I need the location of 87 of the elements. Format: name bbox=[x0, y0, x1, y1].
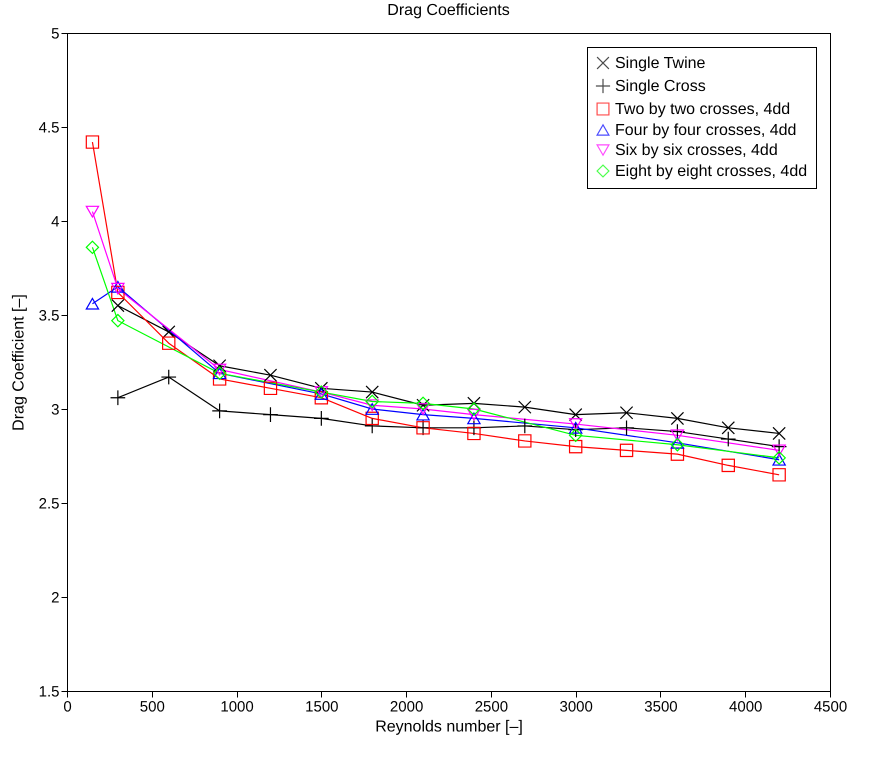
point bbox=[467, 402, 481, 416]
point bbox=[416, 403, 430, 415]
legend-label: Six by six crosses, 4dd bbox=[615, 142, 778, 159]
point bbox=[722, 421, 735, 435]
x-tick-label: 4500 bbox=[814, 698, 848, 716]
legend-label: Two by two crosses, 4dd bbox=[615, 101, 790, 118]
point bbox=[314, 390, 328, 404]
point bbox=[86, 206, 100, 218]
point bbox=[212, 402, 228, 419]
point bbox=[111, 298, 125, 312]
point bbox=[568, 422, 584, 438]
point bbox=[568, 428, 582, 442]
y-tick-label: 3 bbox=[51, 402, 60, 418]
point bbox=[365, 385, 379, 399]
point bbox=[365, 394, 379, 408]
point bbox=[670, 429, 684, 442]
point bbox=[466, 420, 482, 436]
y-tick-label: 4 bbox=[51, 214, 60, 230]
point bbox=[365, 399, 379, 412]
x-axis-title: Reynolds number [–] bbox=[375, 718, 523, 736]
y-tick-label: 4.5 bbox=[38, 120, 60, 136]
point bbox=[160, 369, 177, 385]
point bbox=[262, 406, 278, 423]
x-tick-label: 1000 bbox=[220, 698, 254, 716]
point bbox=[670, 438, 684, 452]
point bbox=[467, 412, 481, 424]
point bbox=[772, 454, 786, 466]
point bbox=[518, 434, 532, 448]
point bbox=[722, 458, 735, 472]
x-tick-label: 500 bbox=[140, 698, 165, 716]
x-tick-label: 4000 bbox=[729, 698, 762, 716]
point bbox=[162, 336, 176, 350]
point bbox=[620, 406, 634, 420]
point bbox=[467, 426, 481, 440]
point bbox=[771, 438, 788, 455]
x-tick-label: 0 bbox=[63, 698, 72, 716]
point bbox=[364, 418, 380, 434]
x-tick-label: 3500 bbox=[644, 698, 678, 716]
point bbox=[212, 364, 226, 376]
point bbox=[772, 468, 786, 482]
point bbox=[720, 431, 736, 448]
legend-label: Four by four crosses, 4dd bbox=[615, 122, 796, 139]
y-tick-label: 2 bbox=[51, 590, 60, 606]
point bbox=[313, 410, 330, 426]
point bbox=[86, 298, 100, 310]
x-tick-label: 2000 bbox=[390, 698, 424, 716]
point bbox=[568, 422, 582, 434]
legend-label: Single Cross bbox=[615, 78, 706, 95]
point bbox=[111, 314, 125, 328]
y-tick-label: 2.5 bbox=[38, 496, 60, 512]
x-tick-label: 3000 bbox=[559, 698, 593, 716]
point bbox=[467, 396, 481, 410]
x-tick-label: 1500 bbox=[305, 698, 339, 716]
point bbox=[568, 440, 582, 454]
point bbox=[212, 372, 226, 386]
point bbox=[568, 408, 582, 422]
point bbox=[618, 420, 634, 436]
legend-label: Eight by eight crosses, 4dd bbox=[615, 163, 808, 180]
y-axis-title: Drag Coefficient [–] bbox=[10, 294, 28, 431]
point bbox=[110, 390, 126, 406]
x-tick-label: 2500 bbox=[474, 698, 508, 716]
point bbox=[772, 426, 786, 440]
point bbox=[314, 382, 328, 396]
point bbox=[669, 424, 686, 440]
point bbox=[264, 368, 278, 382]
point bbox=[670, 436, 684, 449]
y-tick-label: 5 bbox=[51, 26, 60, 42]
point bbox=[670, 412, 684, 426]
point bbox=[416, 408, 430, 421]
y-tick-label: 1.5 bbox=[38, 684, 60, 700]
point bbox=[264, 382, 278, 396]
point bbox=[772, 444, 786, 456]
point bbox=[162, 325, 176, 339]
y-tick-label: 3.5 bbox=[38, 308, 60, 324]
point bbox=[365, 403, 379, 415]
point bbox=[620, 444, 634, 458]
point bbox=[365, 412, 379, 426]
point bbox=[86, 135, 100, 149]
point bbox=[467, 408, 481, 421]
point bbox=[516, 418, 533, 434]
point bbox=[86, 240, 100, 254]
chart-title: Drag Coefficients bbox=[387, 2, 510, 19]
legend-label: Single Twine bbox=[615, 55, 706, 72]
point bbox=[518, 400, 532, 414]
point bbox=[568, 418, 582, 430]
point bbox=[111, 286, 125, 300]
point bbox=[212, 359, 226, 372]
